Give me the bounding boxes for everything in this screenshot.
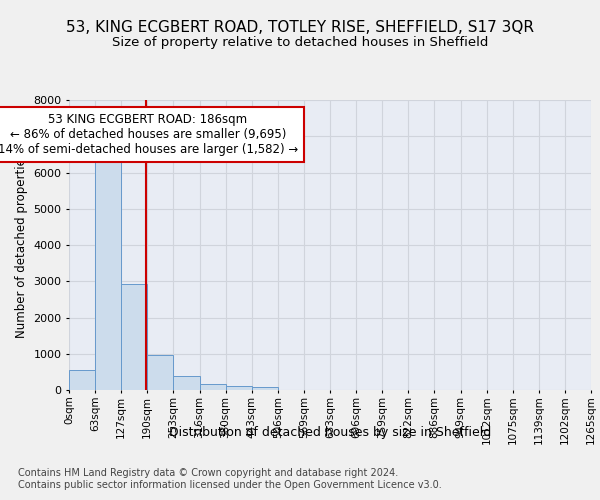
Bar <box>121 284 148 390</box>
Text: 53 KING ECGBERT ROAD: 186sqm
← 86% of detached houses are smaller (9,695)
14% of: 53 KING ECGBERT ROAD: 186sqm ← 86% of de… <box>0 112 298 156</box>
Bar <box>199 384 226 390</box>
Text: Contains HM Land Registry data © Crown copyright and database right 2024.: Contains HM Land Registry data © Crown c… <box>18 468 398 477</box>
Bar <box>252 388 278 390</box>
Text: Contains public sector information licensed under the Open Government Licence v3: Contains public sector information licen… <box>18 480 442 490</box>
Bar <box>173 376 199 390</box>
Text: Distribution of detached houses by size in Sheffield: Distribution of detached houses by size … <box>169 426 491 439</box>
Y-axis label: Number of detached properties: Number of detached properties <box>14 152 28 338</box>
Text: Size of property relative to detached houses in Sheffield: Size of property relative to detached ho… <box>112 36 488 49</box>
Bar <box>95 158 121 390</box>
Bar <box>148 355 173 390</box>
Bar <box>69 370 95 390</box>
Bar <box>226 386 252 390</box>
Text: 53, KING ECGBERT ROAD, TOTLEY RISE, SHEFFIELD, S17 3QR: 53, KING ECGBERT ROAD, TOTLEY RISE, SHEF… <box>66 20 534 35</box>
